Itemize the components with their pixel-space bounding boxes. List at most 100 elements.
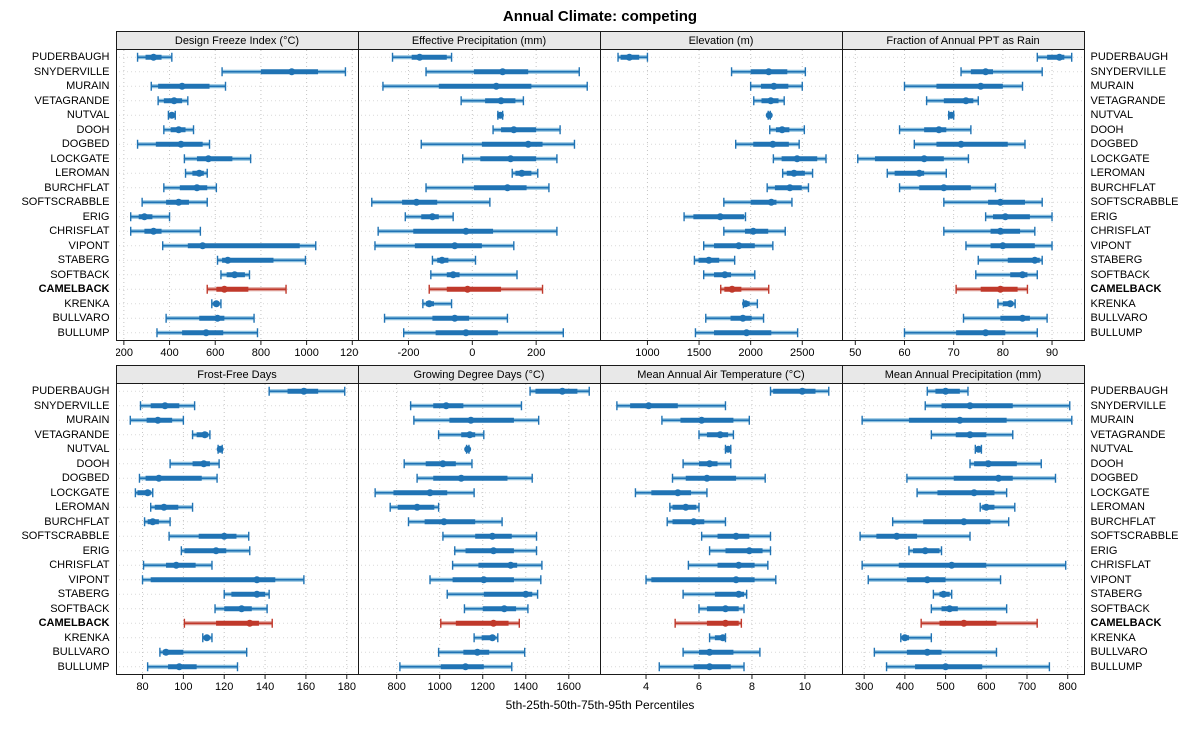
x-axis-tick-label: 800	[387, 681, 405, 693]
panel-header: Growing Degree Days (°C)	[358, 366, 600, 384]
median-dot	[140, 213, 148, 221]
station-label: LEROMAN	[1090, 167, 1145, 179]
x-axis-tick-label: 300	[854, 681, 872, 693]
interval-row	[415, 473, 533, 483]
interval-row	[511, 168, 538, 178]
panel-frost-free-days: Frost-Free Days 80 100 120 140 160 180	[115, 365, 359, 694]
x-axis-tick-label: 0	[469, 347, 475, 359]
interval-row	[781, 168, 813, 178]
x-axis-tick-label: 8	[748, 681, 754, 693]
interval-row	[407, 517, 503, 527]
interval-row	[899, 633, 932, 643]
interval-row	[942, 197, 1043, 207]
interval-row	[138, 473, 218, 483]
interval-row	[370, 197, 491, 207]
interval-row	[925, 96, 979, 106]
interval-row	[142, 560, 213, 570]
panel-effective-precipitation: Effective Precipitation (mm) -200 0 200	[357, 31, 601, 360]
station-label: CAMELBACK	[38, 617, 110, 629]
median-dot	[939, 590, 947, 598]
panel-growing-degree-days: Growing Degree Days (°C) 800 1000 1200 1400…	[357, 365, 601, 694]
station-label: ERIG	[1090, 210, 1118, 223]
median-dot	[768, 140, 776, 148]
interval-row	[463, 604, 529, 614]
x-axis-tick-label: 1000	[635, 347, 659, 359]
median-dot	[981, 329, 989, 337]
median-dot	[721, 619, 729, 627]
interval-row	[905, 473, 1056, 483]
median-dot	[170, 97, 178, 105]
panel-header: Mean Annual Precipitation (mm)	[842, 366, 1084, 384]
x-axis-tick-label: 4	[642, 681, 648, 693]
interval-row	[752, 96, 785, 106]
station-label: STABERG	[1090, 588, 1143, 600]
station-label: LOCKGATE	[50, 486, 110, 499]
interval-row	[702, 270, 755, 280]
interval-row	[749, 81, 803, 91]
median-dot	[162, 648, 170, 656]
median-dot	[959, 619, 967, 627]
interval-row	[213, 604, 268, 614]
median-dot	[732, 532, 740, 540]
interval-row	[926, 386, 969, 396]
x-axis-tick-label: 1500	[686, 347, 710, 359]
interval-row	[210, 299, 222, 309]
median-dot	[716, 431, 724, 439]
station-label: CAMELBACK	[38, 283, 110, 295]
panel-plot	[118, 384, 356, 674]
station-label: STABERG	[57, 588, 110, 600]
interval-row	[681, 589, 747, 599]
median-dot	[970, 489, 978, 497]
station-label: STABERG	[1090, 254, 1143, 266]
median-dot	[428, 213, 436, 221]
interval-row	[136, 139, 210, 149]
median-dot	[984, 460, 992, 468]
median-dot	[198, 242, 206, 250]
median-dot	[220, 532, 228, 540]
median-dot	[149, 227, 157, 235]
x-axis-tick-label: 10	[798, 681, 810, 693]
interval-row	[424, 183, 550, 193]
interval-row	[412, 415, 539, 425]
station-label: BULLVARO	[52, 646, 110, 658]
station-label: LOCKGATE	[1090, 152, 1150, 165]
median-dot	[749, 227, 757, 235]
median-dot	[959, 518, 967, 526]
station-label: NUTVAL	[1090, 109, 1134, 121]
interval-row	[687, 560, 769, 570]
station-label: CAMELBACK	[1090, 617, 1162, 629]
median-dot	[299, 387, 307, 395]
interval-row	[391, 52, 452, 62]
median-dot	[463, 445, 471, 453]
x-axis-tick-label: 80	[996, 347, 1008, 359]
station-label: CHRISFLAT	[1090, 225, 1151, 237]
median-dot	[689, 518, 697, 526]
median-dot	[745, 547, 753, 555]
interval-row	[903, 328, 1038, 338]
station-label: DOGBED	[1090, 472, 1139, 484]
median-dot	[892, 532, 900, 540]
station-label: CHRISFLAT	[49, 225, 110, 237]
median-dot	[764, 68, 772, 76]
interval-row	[768, 125, 805, 135]
median-dot	[172, 561, 180, 569]
interval-row	[164, 313, 255, 323]
interval-row	[158, 647, 247, 657]
station-label: CHRISFLAT	[49, 559, 110, 571]
station-label: ERIG	[1090, 544, 1118, 557]
median-dot	[939, 184, 947, 192]
median-dot	[945, 605, 953, 613]
interval-row	[708, 633, 726, 643]
station-label: DOOH	[1090, 123, 1124, 136]
interval-row	[974, 270, 1038, 280]
interval-row	[459, 96, 524, 106]
median-dot	[175, 663, 183, 671]
median-dot	[489, 547, 497, 555]
station-label: SOFTBACK	[1090, 602, 1150, 615]
interval-row	[398, 662, 512, 672]
interval-row	[769, 386, 829, 396]
station-label: SNYDERVILLE	[33, 399, 110, 412]
interval-row	[932, 589, 952, 599]
interval-row-highlight	[439, 618, 520, 628]
median-dot	[438, 460, 446, 468]
